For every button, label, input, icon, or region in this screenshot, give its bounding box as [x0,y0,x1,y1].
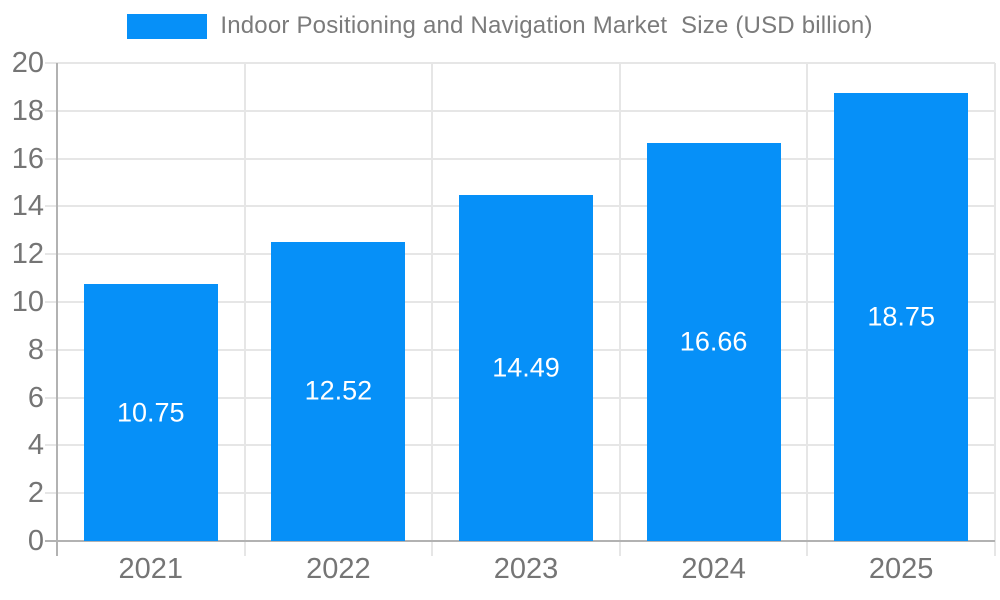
bar: 12.52 [271,241,406,541]
bar-value-label: 12.52 [304,375,373,406]
gridline-vertical [994,63,996,556]
bar-value-label: 16.66 [679,326,748,357]
x-axis-tick-label: 2021 [118,553,184,585]
legend-label: Indoor Positioning and Navigation Market… [220,12,873,39]
legend: Indoor Positioning and Navigation Market… [0,12,1000,40]
legend-swatch [127,13,208,39]
bar-value-label: 14.49 [492,352,560,383]
gridline-horizontal [45,157,995,160]
gridline-vertical [806,63,809,556]
gridline-horizontal [45,109,995,112]
y-axis-tick-label: 14 [11,190,44,223]
x-axis-tick-label: 2024 [681,553,746,585]
y-axis-tick-label: 16 [11,142,44,175]
x-axis-tick-label: 2022 [306,553,371,585]
bar: 18.75 [834,92,969,541]
y-axis-tick-label: 18 [11,94,44,127]
gridline-vertical [618,63,621,556]
y-axis-tick-label: 6 [27,381,44,414]
bar: 14.49 [459,194,593,541]
y-axis-line [56,63,58,556]
y-axis-tick-label: 2 [27,477,44,510]
gridline-vertical [243,63,246,556]
y-axis-tick-label: 12 [11,238,44,271]
y-axis-tick-label: 4 [27,429,44,462]
bar: 16.66 [646,142,781,541]
bar-value-label: 10.75 [117,397,185,428]
x-axis-tick-label: 2025 [868,553,934,585]
x-axis-line [45,540,995,542]
y-axis-tick-label: 10 [11,286,44,318]
x-axis-tick-label: 2023 [493,553,559,585]
gridline-vertical [431,63,434,556]
y-axis-tick-label: 20 [11,47,44,79]
y-axis-tick-label: 0 [27,525,44,557]
bar-value-label: 18.75 [867,301,935,332]
gridline-horizontal [45,62,995,64]
y-axis-tick-label: 8 [27,333,44,366]
bar: 10.75 [83,284,218,541]
